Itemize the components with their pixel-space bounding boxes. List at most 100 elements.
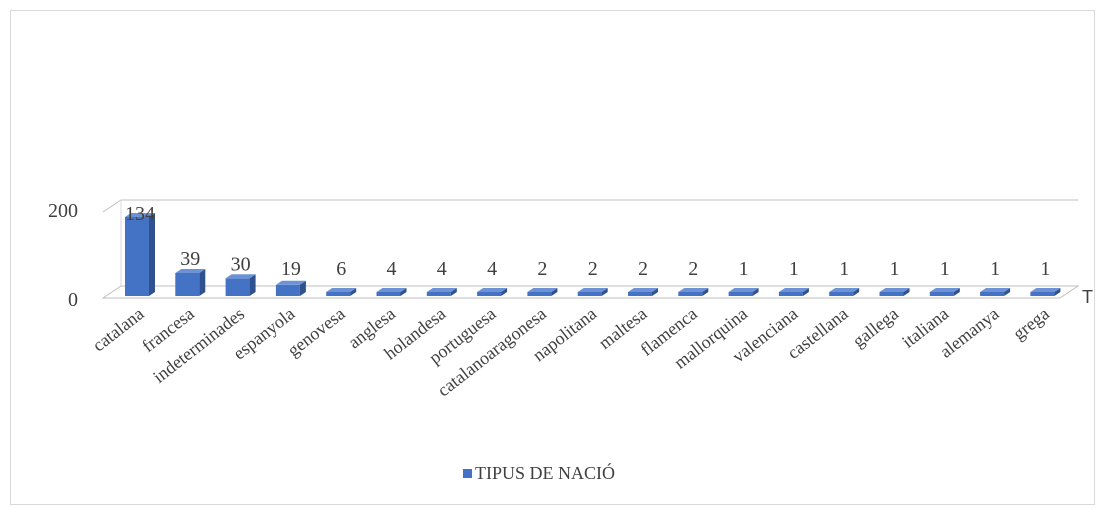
bar [628, 288, 658, 296]
bar-top [527, 288, 558, 292]
bar [829, 288, 860, 296]
depth-axis-label: T [1082, 287, 1093, 307]
bar [929, 288, 960, 296]
bar-front [577, 292, 602, 296]
bar [577, 288, 608, 296]
legend-swatch [463, 469, 472, 478]
bar [225, 274, 256, 296]
bar-top [326, 288, 357, 292]
data-label: 1 [990, 258, 1000, 280]
bar-side [249, 274, 256, 296]
bar-top [376, 288, 407, 292]
data-label: 30 [231, 253, 251, 275]
data-label: 1 [789, 258, 799, 280]
bar-top [477, 288, 508, 292]
data-label: 2 [588, 258, 598, 280]
data-label: 6 [336, 258, 346, 280]
bar-front [628, 292, 652, 296]
bar-front [225, 278, 250, 296]
bar-top [628, 288, 658, 292]
bar [1030, 288, 1061, 296]
bar-top [980, 288, 1011, 292]
y-tick-label: 0 [68, 289, 78, 311]
data-label: 134 [125, 203, 155, 225]
bar-side [400, 288, 407, 296]
bar-front [125, 216, 149, 296]
bar-top [778, 288, 809, 292]
bar-side [1054, 288, 1061, 296]
bar [326, 288, 357, 296]
bar-front [527, 292, 552, 296]
bar [678, 288, 709, 296]
bar-side [501, 288, 508, 296]
bar-front [426, 292, 451, 296]
bar-front [778, 292, 803, 296]
chart-frame [10, 10, 1095, 505]
bar-front [879, 292, 904, 296]
bar-side [199, 268, 206, 296]
x-tick-label: catalana [89, 303, 148, 355]
bar-top [678, 288, 709, 292]
data-label: 4 [487, 258, 497, 280]
bar-top [728, 288, 759, 292]
bar-top [125, 212, 155, 217]
bar-side [551, 288, 558, 296]
data-label: 4 [387, 258, 397, 280]
y-axis-ticks: 0 200 [48, 200, 78, 311]
legend: TIPUS DE NACIÓ [463, 462, 615, 483]
bar [980, 288, 1011, 296]
data-label: 1 [1040, 258, 1050, 280]
data-label: 2 [638, 258, 648, 280]
data-label: 19 [281, 258, 301, 280]
bar-front [1030, 292, 1055, 296]
bar-front [275, 284, 300, 296]
bar [426, 288, 457, 296]
bar-front [326, 292, 351, 296]
bar [778, 288, 809, 296]
bar-front [477, 292, 502, 296]
bar-front [728, 292, 753, 296]
bar [477, 288, 508, 296]
bar-top [426, 288, 457, 292]
bar-side [1004, 288, 1011, 296]
bar [376, 288, 407, 296]
bar-top [225, 274, 256, 279]
bar-front [678, 292, 703, 296]
legend-label: TIPUS DE NACIÓ [475, 462, 615, 483]
bar-side [702, 288, 709, 296]
bar [125, 212, 155, 296]
bar-top [929, 288, 960, 292]
bar-side [350, 288, 357, 296]
bar [527, 288, 558, 296]
bar-side [853, 288, 860, 296]
data-label: 2 [688, 258, 698, 280]
y-tick-label: 200 [48, 200, 78, 222]
bar-side [601, 288, 608, 296]
bar-top [577, 288, 608, 292]
bar-side [149, 212, 155, 296]
bar [879, 288, 910, 296]
bar-front [929, 292, 954, 296]
bar [275, 280, 306, 296]
bar-top [275, 280, 306, 285]
bar-front [376, 292, 401, 296]
bar-side [802, 288, 809, 296]
data-label: 4 [437, 258, 447, 280]
bar-side [652, 288, 658, 296]
bar-top [175, 268, 206, 273]
data-label: 2 [537, 258, 547, 280]
x-axis-tick-labels: catalanafrancesaindeterminadesespanyolag… [89, 303, 1053, 400]
bar-side [953, 288, 960, 296]
x-tick-label: grega [1009, 303, 1053, 343]
bar-side [450, 288, 457, 296]
bar-front [980, 292, 1005, 296]
bar-side [752, 288, 759, 296]
bar-front [175, 272, 200, 296]
data-label: 1 [940, 258, 950, 280]
data-label: 1 [739, 258, 749, 280]
bar-top [879, 288, 910, 292]
bar-side [299, 280, 306, 296]
bar [175, 268, 206, 296]
bar-top [829, 288, 860, 292]
gridline-top [102, 199, 1078, 213]
